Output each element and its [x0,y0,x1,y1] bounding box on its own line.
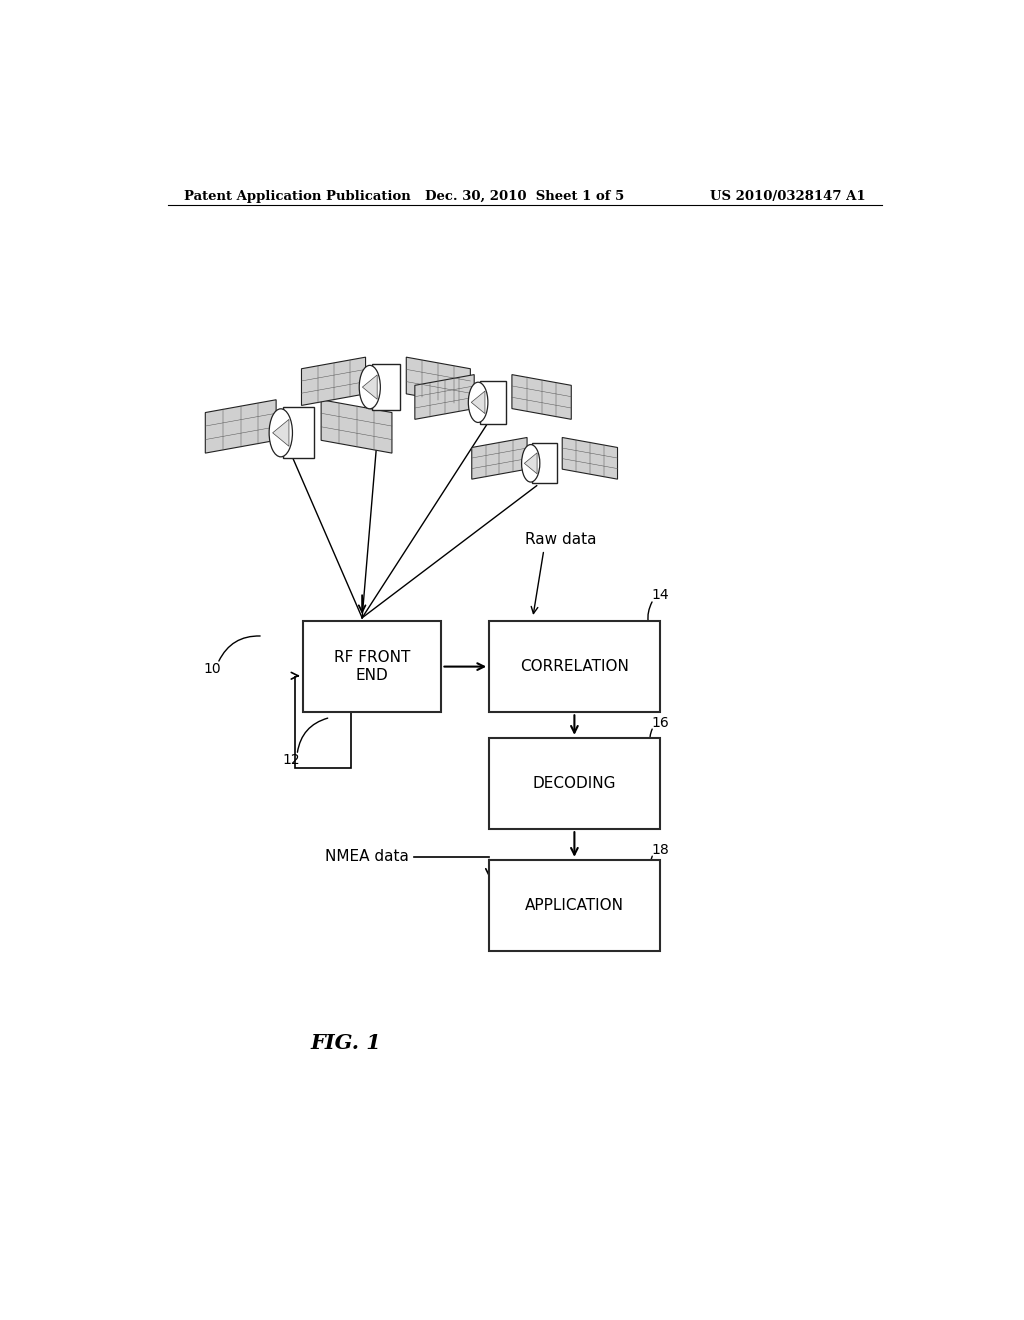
Polygon shape [205,400,276,453]
Text: 12: 12 [283,754,300,767]
Ellipse shape [359,366,380,409]
Polygon shape [301,358,366,405]
Ellipse shape [521,445,540,482]
Text: 18: 18 [652,842,670,857]
Polygon shape [562,437,617,479]
Text: Raw data: Raw data [524,532,596,546]
Text: RF FRONT
END: RF FRONT END [334,651,411,682]
FancyBboxPatch shape [303,620,441,713]
Polygon shape [407,358,470,405]
FancyBboxPatch shape [372,364,400,411]
Polygon shape [362,375,377,399]
Polygon shape [272,420,289,446]
Polygon shape [471,391,485,413]
Ellipse shape [269,409,293,457]
Polygon shape [322,400,392,453]
FancyBboxPatch shape [489,859,659,952]
FancyBboxPatch shape [480,381,506,424]
Text: 10: 10 [204,661,221,676]
Polygon shape [415,375,474,420]
Text: Dec. 30, 2010  Sheet 1 of 5: Dec. 30, 2010 Sheet 1 of 5 [425,190,625,202]
Text: Patent Application Publication: Patent Application Publication [183,190,411,202]
FancyBboxPatch shape [283,407,314,458]
Polygon shape [472,437,527,479]
Polygon shape [512,375,571,420]
Text: FIG. 1: FIG. 1 [310,1032,381,1052]
FancyBboxPatch shape [489,620,659,713]
FancyBboxPatch shape [489,738,659,829]
Text: NMEA data: NMEA data [325,849,409,865]
Text: DECODING: DECODING [532,776,616,791]
Text: 16: 16 [652,715,670,730]
Text: US 2010/0328147 A1: US 2010/0328147 A1 [711,190,866,202]
Ellipse shape [468,383,487,422]
Polygon shape [524,453,538,474]
Text: CORRELATION: CORRELATION [520,659,629,675]
Text: APPLICATION: APPLICATION [525,898,624,913]
FancyBboxPatch shape [532,444,557,483]
Text: 14: 14 [652,589,670,602]
